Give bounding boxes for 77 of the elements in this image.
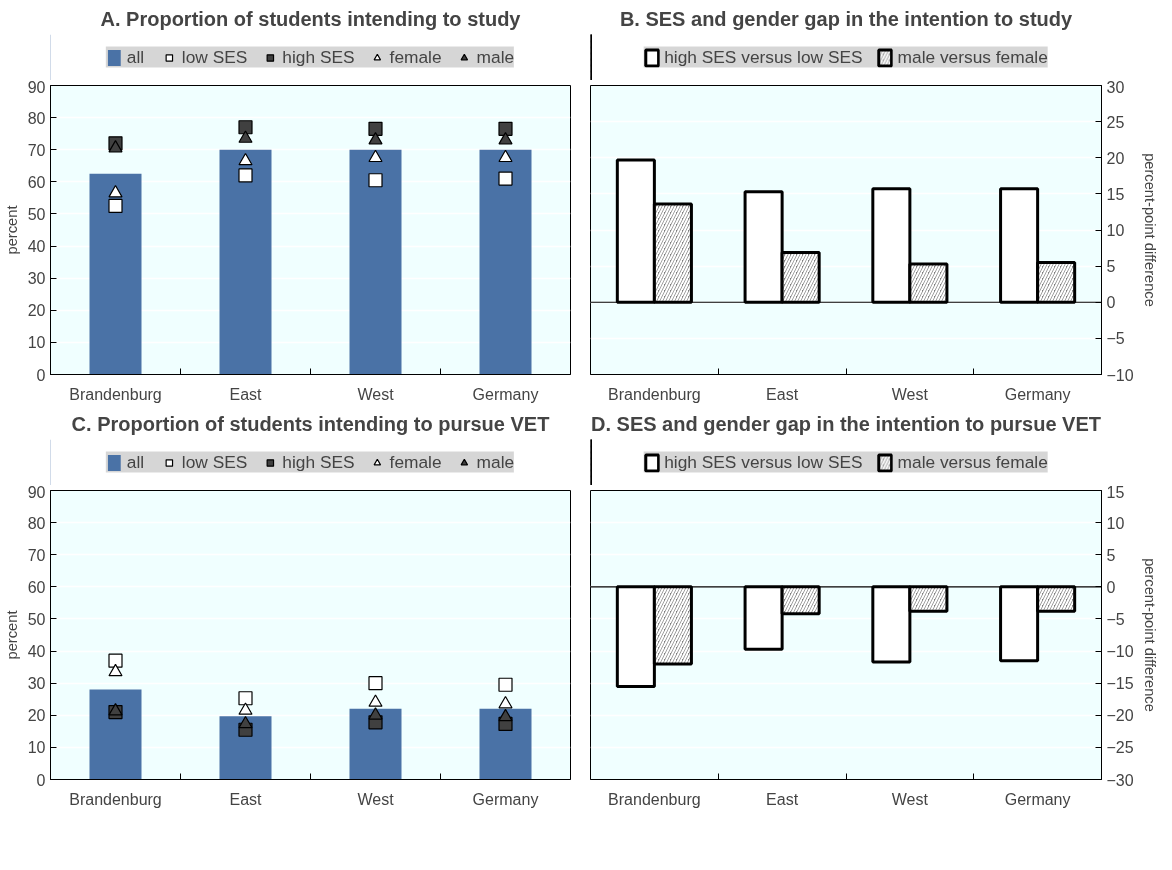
y2-axis-title: percent-point difference bbox=[1141, 153, 1158, 307]
x-tick-label: Germany bbox=[472, 385, 539, 403]
y2-tick-label: 25 bbox=[1106, 113, 1125, 131]
y2-tick-label: −10 bbox=[1106, 643, 1134, 661]
y-tick-label: 10 bbox=[27, 739, 46, 757]
y2-tick-label: 15 bbox=[1106, 483, 1125, 501]
x-tick-label: Brandenburg bbox=[69, 790, 162, 808]
y2-tick-label: 5 bbox=[1106, 546, 1116, 564]
legend-label: all bbox=[126, 46, 146, 68]
legend-label: high SES versus low SES bbox=[664, 46, 863, 68]
legend-label: all bbox=[126, 451, 146, 473]
y-tick-label: 30 bbox=[27, 270, 46, 288]
y-tick-label: 10 bbox=[27, 334, 46, 352]
y-tick-label: 70 bbox=[27, 141, 46, 159]
x-tick-label: West bbox=[891, 790, 929, 808]
y-tick-label: 0 bbox=[36, 771, 46, 789]
x-tick-label: East bbox=[766, 790, 799, 808]
y-tick-label: 60 bbox=[27, 578, 46, 596]
legend-label: low SES bbox=[181, 451, 248, 473]
x-tick-label: Germany bbox=[1004, 790, 1071, 808]
y2-tick-label: 10 bbox=[1106, 222, 1125, 239]
x-tick-label: Brandenburg bbox=[608, 790, 701, 808]
legend-label: high SES versus low SES bbox=[664, 451, 863, 473]
y-tick-label: 30 bbox=[27, 675, 46, 693]
y2-tick-label: −25 bbox=[1106, 739, 1134, 757]
x-tick-label: Germany bbox=[472, 790, 539, 808]
legend-label: high SES bbox=[282, 46, 355, 68]
y2-tick-label: −20 bbox=[1106, 707, 1134, 725]
y-axis-title: percent bbox=[3, 205, 20, 255]
x-tick-label: Brandenburg bbox=[69, 385, 162, 403]
y2-tick-label: −10 bbox=[1106, 366, 1134, 384]
y-tick-label: 80 bbox=[27, 109, 46, 127]
y-tick-label: 0 bbox=[36, 366, 46, 384]
y-axis-title: percent bbox=[3, 610, 20, 660]
y-tick-label: 70 bbox=[27, 546, 46, 564]
x-tick-label: Germany bbox=[1004, 385, 1071, 403]
y2-tick-label: 15 bbox=[1106, 185, 1125, 203]
legend-label: high SES bbox=[282, 451, 355, 473]
y2-tick-label: −30 bbox=[1106, 771, 1134, 789]
legend-label: male bbox=[476, 451, 515, 473]
y2-tick-label: −5 bbox=[1106, 330, 1125, 348]
chart-title: B. SES and gender gap in the intention to study bbox=[619, 7, 1073, 30]
y-tick-label: 40 bbox=[27, 643, 46, 661]
chart-title: A. Proportion of students intending to study bbox=[100, 7, 522, 30]
y-tick-label: 50 bbox=[27, 205, 46, 223]
legend-label: male versus female bbox=[897, 451, 1048, 473]
legend-label: low SES bbox=[181, 46, 248, 68]
y2-tick-label: 0 bbox=[1106, 578, 1116, 596]
y2-tick-label: 30 bbox=[1106, 78, 1125, 96]
y-tick-label: 50 bbox=[27, 610, 46, 628]
y2-tick-label: −5 bbox=[1106, 610, 1125, 628]
x-tick-label: East bbox=[229, 385, 263, 403]
x-tick-label: Brandenburg bbox=[608, 385, 701, 403]
y2-tick-label: 5 bbox=[1106, 258, 1116, 276]
x-tick-label: East bbox=[229, 790, 263, 808]
y-tick-label: 40 bbox=[27, 238, 46, 256]
x-tick-label: East bbox=[766, 385, 799, 403]
legend-label: female bbox=[389, 451, 442, 473]
x-tick-label: West bbox=[357, 790, 395, 808]
y-tick-label: 20 bbox=[27, 707, 46, 725]
legend-label: male bbox=[476, 46, 515, 68]
y2-tick-label: −15 bbox=[1106, 675, 1134, 693]
x-tick-label: West bbox=[891, 385, 929, 403]
y2-tick-label: 20 bbox=[1106, 149, 1125, 167]
y-tick-label: 90 bbox=[27, 78, 46, 96]
legend-label: male versus female bbox=[897, 46, 1048, 68]
x-tick-label: West bbox=[357, 385, 395, 403]
y2-axis-title: percent-point difference bbox=[1141, 558, 1158, 712]
y-tick-label: 80 bbox=[27, 514, 46, 532]
legend-label: female bbox=[389, 46, 442, 68]
y-tick-label: 60 bbox=[27, 173, 46, 191]
chart-title: D. SES and gender gap in the intention to pursue VET bbox=[590, 412, 1102, 435]
chart-title: C. Proportion of students intending to pursue VET bbox=[71, 412, 550, 435]
y2-tick-label: 10 bbox=[1106, 514, 1125, 532]
y-tick-label: 20 bbox=[27, 302, 46, 320]
y2-tick-label: 0 bbox=[1106, 294, 1116, 312]
y-tick-label: 90 bbox=[27, 483, 46, 501]
